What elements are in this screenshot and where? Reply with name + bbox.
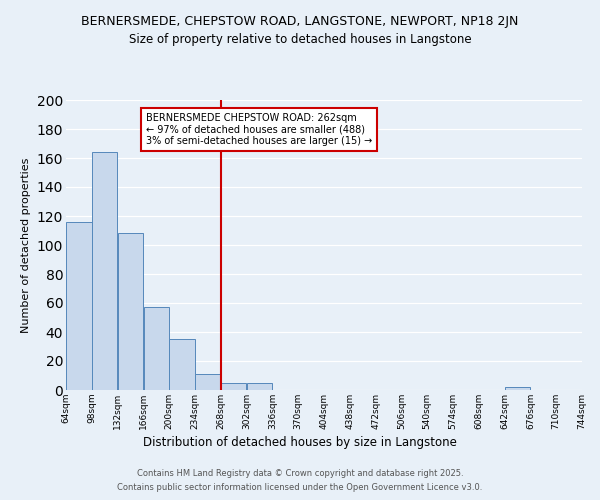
Y-axis label: Number of detached properties: Number of detached properties <box>21 158 31 332</box>
Text: BERNERSMEDE, CHEPSTOW ROAD, LANGSTONE, NEWPORT, NP18 2JN: BERNERSMEDE, CHEPSTOW ROAD, LANGSTONE, N… <box>82 15 518 28</box>
Text: BERNERSMEDE CHEPSTOW ROAD: 262sqm
← 97% of detached houses are smaller (488)
3% : BERNERSMEDE CHEPSTOW ROAD: 262sqm ← 97% … <box>146 113 372 146</box>
Bar <box>118 234 143 390</box>
Text: Contains public sector information licensed under the Open Government Licence v3: Contains public sector information licen… <box>118 484 482 492</box>
Bar <box>221 383 247 390</box>
Bar <box>195 374 221 390</box>
Text: Size of property relative to detached houses in Langstone: Size of property relative to detached ho… <box>128 32 472 46</box>
Bar <box>92 152 118 390</box>
Bar <box>143 308 169 390</box>
Bar <box>247 383 272 390</box>
Bar <box>505 387 530 390</box>
Bar <box>66 222 92 390</box>
Text: Contains HM Land Registry data © Crown copyright and database right 2025.: Contains HM Land Registry data © Crown c… <box>137 468 463 477</box>
Bar <box>169 339 195 390</box>
Text: Distribution of detached houses by size in Langstone: Distribution of detached houses by size … <box>143 436 457 449</box>
